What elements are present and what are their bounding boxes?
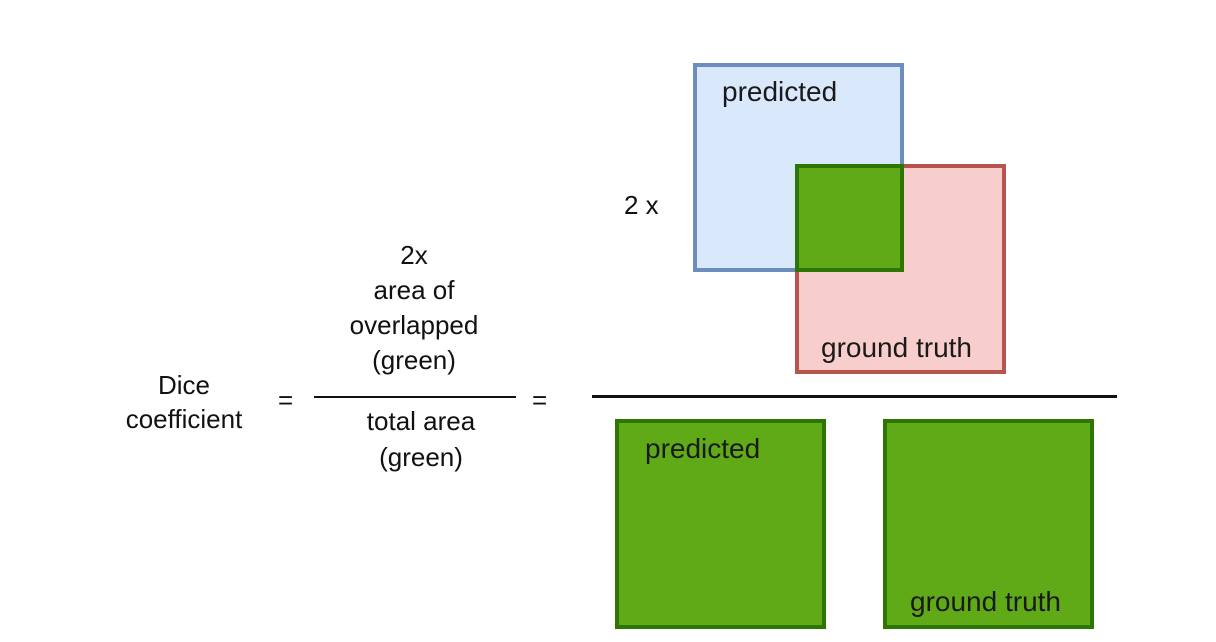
multiplier-label: 2 x xyxy=(624,190,659,220)
middle-denominator-line1: total area xyxy=(366,406,476,436)
equals-sign-1: = xyxy=(278,385,294,415)
dice-label-line1: Dice xyxy=(157,370,210,400)
middle-numerator-line1: 2x xyxy=(400,240,428,270)
middle-fraction-bar xyxy=(314,396,516,398)
overlap-region xyxy=(795,164,904,272)
top-ground-truth-label: ground truth xyxy=(821,332,972,363)
dice-label-line2: coefficient xyxy=(125,404,243,434)
middle-numerator-line3: overlapped xyxy=(349,310,479,340)
top-predicted-label: predicted xyxy=(722,76,838,107)
middle-numerator-line4: (green) xyxy=(372,345,456,375)
right-fraction-bar xyxy=(592,395,1117,398)
predicted-square-bottom xyxy=(615,419,826,629)
middle-numerator-line2: area of xyxy=(373,275,455,305)
middle-denominator: total area (green) xyxy=(318,403,524,475)
ground-truth-square-bottom xyxy=(883,419,1094,629)
bottom-predicted-label: predicted xyxy=(645,433,761,464)
dice-label: Dice coefficient xyxy=(110,368,258,436)
middle-denominator-line2: (green) xyxy=(379,442,463,472)
middle-numerator: 2x area of overlapped (green) xyxy=(318,238,510,378)
equals-sign-2: = xyxy=(532,385,548,415)
bottom-ground-truth-label: ground truth xyxy=(910,586,1061,617)
